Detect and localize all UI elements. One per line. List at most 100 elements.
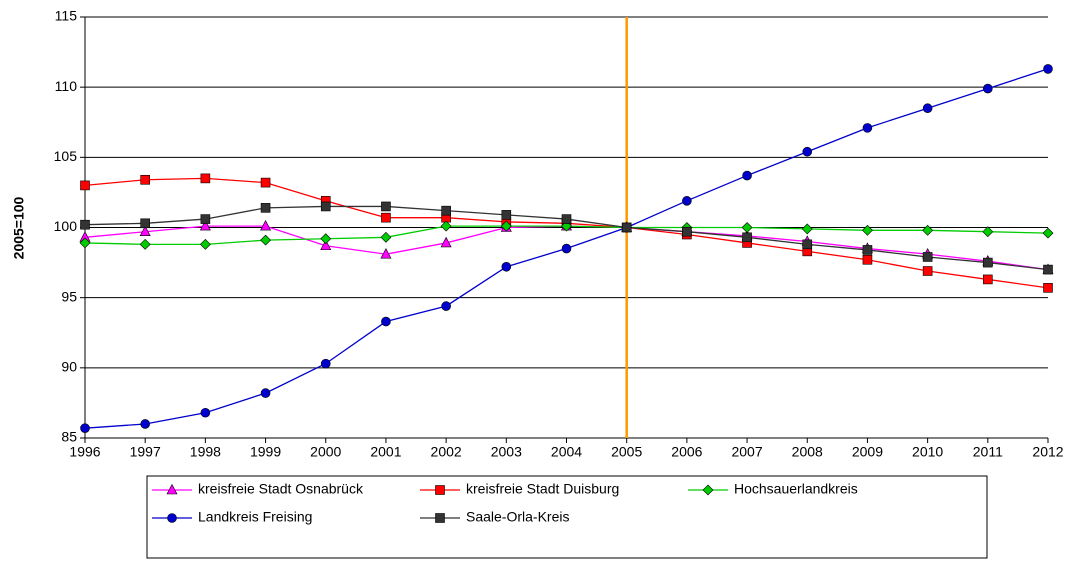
point [140, 174, 150, 185]
point [922, 266, 933, 276]
point [79, 237, 91, 249]
point [440, 220, 452, 232]
point [199, 238, 211, 250]
point [862, 123, 873, 133]
x-tick-label: 1999 [250, 444, 281, 460]
legend-marker [167, 513, 177, 523]
x-tick-label: 2011 [973, 444, 1003, 460]
x-tick-label: 2012 [1032, 444, 1063, 460]
y-tick-label: 115 [55, 8, 78, 24]
point [922, 224, 934, 236]
series-line [84, 177, 1049, 289]
y-tick-label: 105 [54, 148, 78, 164]
point [441, 301, 451, 311]
x-tick-label: 1997 [130, 444, 161, 460]
legend-marker [166, 483, 178, 495]
y-tick-label: 95 [61, 288, 77, 304]
point [260, 234, 271, 246]
point [1043, 283, 1053, 293]
x-tick-label: 2000 [310, 444, 341, 460]
point [80, 180, 90, 191]
point [922, 252, 933, 262]
point [200, 214, 211, 224]
point [440, 236, 452, 248]
x-tick-label: 2009 [852, 444, 883, 460]
point [501, 261, 512, 272]
x-tick-label: 1996 [69, 444, 100, 460]
x-tick-label: 1998 [190, 444, 221, 460]
legend-label: kreisfreie Stadt Osnabrück [198, 481, 364, 497]
legend-marker [702, 484, 714, 496]
point [1042, 227, 1054, 239]
point [561, 243, 572, 254]
point [80, 219, 90, 230]
x-tick-label: 2010 [912, 444, 943, 460]
point [801, 223, 813, 235]
point [320, 239, 332, 251]
point [922, 103, 933, 114]
point [200, 173, 211, 184]
point [682, 226, 692, 237]
point [200, 407, 211, 418]
x-tick-label: 2007 [731, 444, 762, 460]
point [621, 222, 632, 233]
x-tick-label: 2008 [792, 444, 823, 460]
point [983, 257, 993, 268]
point [802, 239, 813, 250]
x-tick-label: 2003 [491, 444, 522, 460]
point [381, 316, 391, 327]
point [742, 232, 752, 243]
x-tick-label: 2006 [671, 444, 702, 460]
point [561, 214, 572, 224]
y-axis-label: 2005=100 [11, 196, 27, 259]
point [1043, 64, 1053, 74]
legend-label: kreisfreie Stadt Duisburg [466, 481, 619, 497]
y-tick-label: 85 [61, 429, 77, 445]
point [320, 201, 331, 212]
x-tick-label: 2002 [431, 444, 462, 460]
point [139, 225, 151, 237]
point [682, 196, 692, 206]
legend-marker [435, 513, 445, 523]
point [500, 220, 512, 232]
point [199, 219, 211, 231]
y-tick-label: 100 [54, 218, 78, 234]
point [380, 248, 392, 259]
point [260, 219, 272, 231]
point [862, 224, 873, 236]
point [501, 210, 512, 220]
point [380, 231, 392, 243]
point [140, 218, 150, 229]
legend-box [146, 475, 988, 559]
point [381, 201, 391, 212]
y-tick-label: 110 [55, 78, 78, 94]
legend-marker [435, 485, 445, 495]
point [260, 177, 271, 188]
point [742, 170, 752, 181]
point [441, 205, 451, 216]
point [983, 83, 993, 94]
legend-label: Landkreis Freising [198, 509, 312, 525]
point [320, 233, 332, 245]
point [260, 203, 271, 213]
x-tick-label: 2005 [611, 444, 642, 460]
point [140, 419, 150, 429]
point [982, 226, 994, 238]
point [260, 388, 271, 398]
point [862, 254, 873, 265]
point [80, 423, 90, 433]
point [983, 274, 993, 285]
point [802, 146, 813, 157]
point [1043, 264, 1053, 275]
point [139, 238, 151, 250]
legend-label: Hochsauerlandkreis [734, 481, 858, 497]
legend-label: Saale-Orla-Kreis [466, 509, 569, 525]
point [741, 222, 753, 233]
point [862, 245, 873, 255]
x-tick-label: 2001 [370, 444, 401, 460]
point [320, 358, 331, 369]
point [381, 212, 391, 223]
y-tick-label: 90 [61, 359, 77, 375]
x-tick-label: 2004 [551, 444, 582, 460]
